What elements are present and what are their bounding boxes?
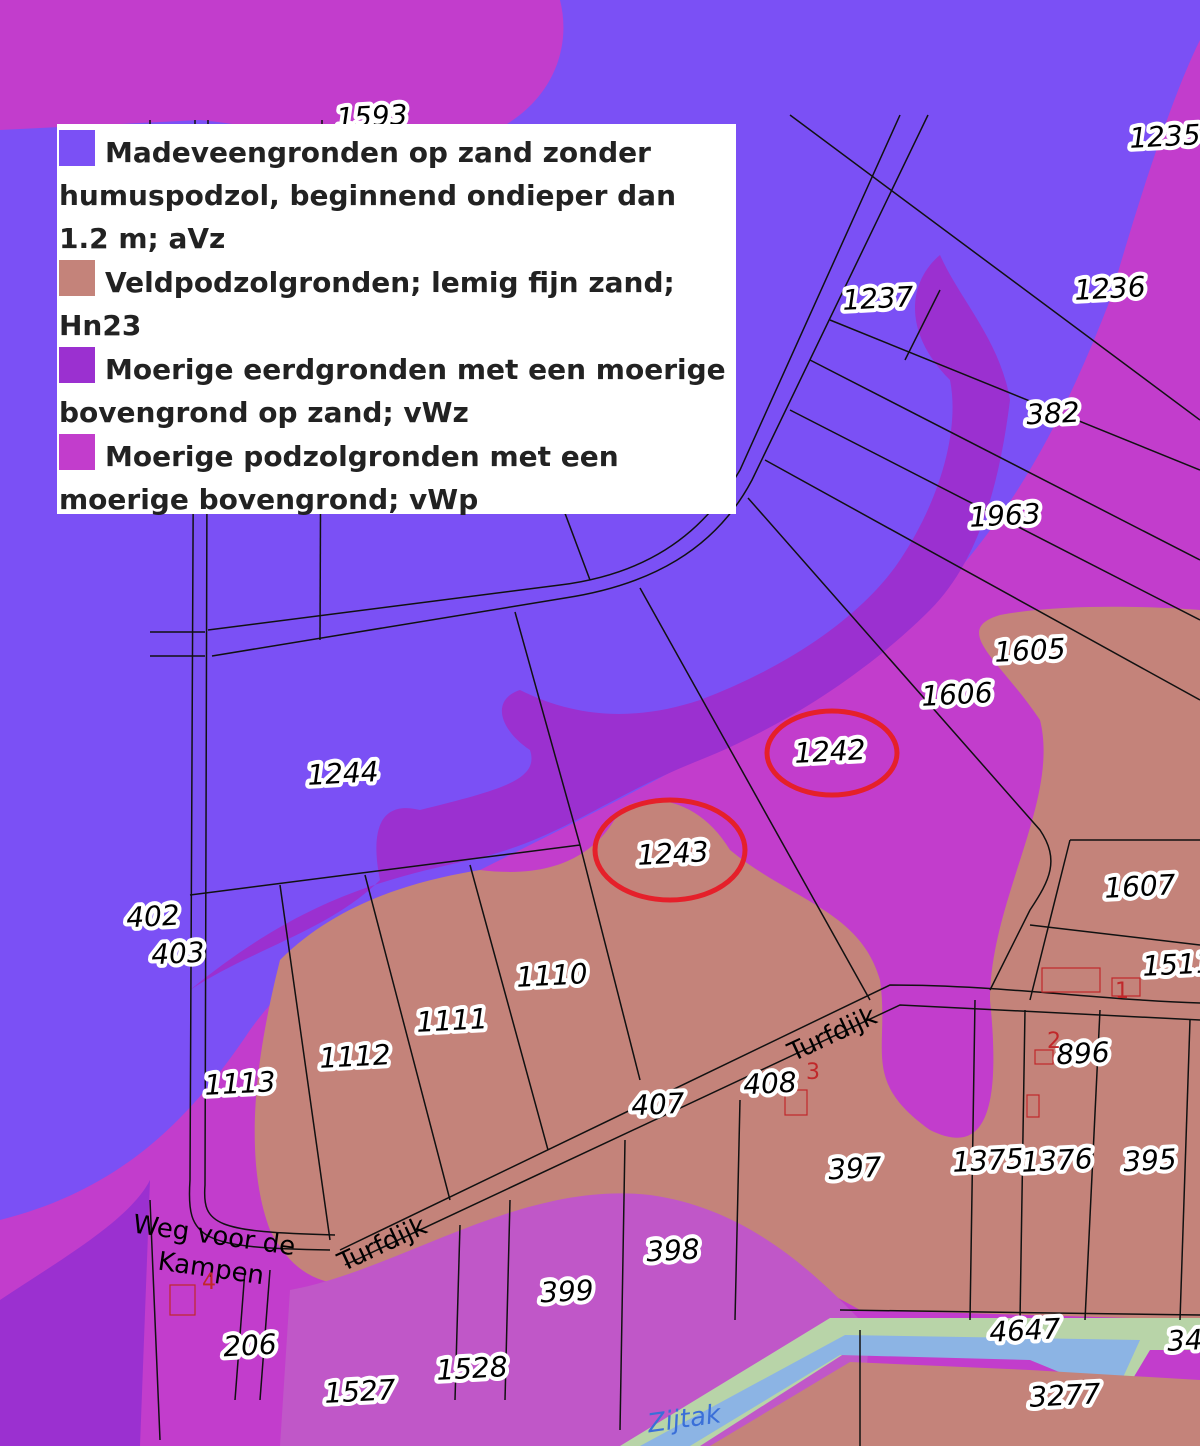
parcel-label: 403 — [150, 936, 205, 972]
legend-label: Madeveengronden op zand zonder humuspodz… — [59, 136, 676, 255]
parcel-label: 1607 — [1103, 868, 1176, 905]
parcel-label: 399 — [539, 1274, 594, 1310]
buildings — [169, 967, 1141, 1316]
parcel-label: 1112 — [318, 1038, 391, 1075]
parcel-label: 1527 — [323, 1373, 396, 1410]
legend-entry: Veldpodzolgronden; lemig fijn zand; Hn23 — [59, 260, 732, 347]
parcel-label: 896 — [1055, 1036, 1110, 1072]
legend-entry: Madeveengronden op zand zonder humuspodz… — [59, 130, 732, 260]
parcel-label: 1242 — [793, 733, 866, 770]
soil-moerige-eerdgrond — [190, 255, 1010, 990]
building-number: 4 — [202, 1270, 216, 1295]
parcel-label: 4647 — [988, 1312, 1061, 1349]
soil-moerige-podzol — [0, 0, 564, 147]
legend-swatch — [59, 130, 95, 166]
parcel-label: 408 — [742, 1066, 797, 1102]
legend-entry: Moerige podzolgronden met een moerige bo… — [59, 434, 732, 521]
parcel-label: 34 — [1166, 1323, 1200, 1358]
legend-entry: Moerige eerdgronden met een moerige bove… — [59, 347, 732, 434]
parcel-label: 1606 — [920, 676, 993, 713]
legend-swatch — [59, 434, 95, 470]
parcel-label: 206 — [222, 1328, 277, 1364]
parcel-label: 1113 — [203, 1065, 276, 1102]
water — [640, 1335, 1140, 1446]
legend-label: Moerige podzolgronden met een moerige bo… — [59, 440, 619, 516]
parcel-label: 402 — [125, 899, 180, 935]
soil-veldpodzol — [710, 1362, 1200, 1446]
parcel-label: 1605 — [993, 632, 1066, 669]
parcel-label: 1528 — [435, 1350, 508, 1387]
parcel-label: 1237 — [841, 280, 914, 317]
legend-label: Veldpodzolgronden; lemig fijn zand; Hn23 — [59, 266, 675, 342]
parcel-label: 1111 — [415, 1002, 488, 1039]
parcel-label: 1963 — [968, 497, 1041, 534]
parcel-label: 382 — [1025, 396, 1080, 432]
building-number: 1 — [1115, 979, 1129, 1004]
legend-swatch — [59, 260, 95, 296]
parcel-label: 1235 — [1128, 118, 1200, 155]
parcel-label: 1511 — [1141, 946, 1200, 983]
building-number: 2 — [1047, 1029, 1061, 1054]
highlight-circle — [592, 797, 748, 903]
parcel-label: 397 — [827, 1151, 882, 1187]
legend-label: Moerige eerdgronden met een moerige bove… — [59, 353, 726, 429]
soil-moerige-eerdgrond — [0, 1180, 150, 1446]
parcel-label: 3277 — [1028, 1377, 1101, 1414]
building-number: 3 — [806, 1060, 820, 1085]
parcel-label: 1375 — [951, 1142, 1024, 1179]
parcel-label: 1236 — [1073, 270, 1146, 307]
parcel-label: 398 — [645, 1233, 700, 1269]
legend-swatch — [59, 347, 95, 383]
parcel-label: 1243 — [636, 835, 709, 872]
parcel-label: 1376 — [1020, 1142, 1093, 1179]
parcel-label: 1110 — [515, 957, 588, 994]
soil-veldpodzol — [254, 606, 1200, 1320]
parcel-label: 395 — [1122, 1143, 1177, 1179]
parcel-label: 1244 — [306, 755, 379, 792]
soil-area — [280, 1193, 870, 1446]
legend: Madeveengronden op zand zonder humuspodz… — [57, 124, 736, 516]
parcel-label: 407 — [630, 1087, 685, 1123]
highlight-circle — [764, 708, 900, 798]
